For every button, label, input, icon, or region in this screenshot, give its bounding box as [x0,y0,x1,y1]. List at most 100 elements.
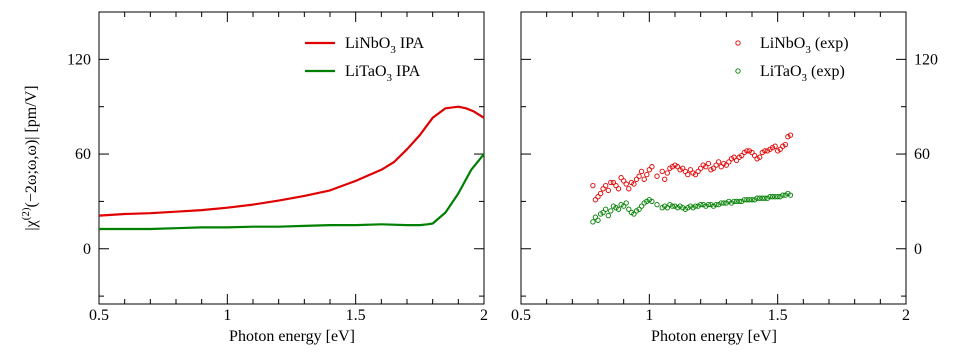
y-axis-label-post: (−2ω;ω,ω)| [pm/V] [23,85,40,207]
data-point [592,197,599,203]
data-point [685,205,691,211]
data-point [721,200,727,206]
y-tick-label: 120 [67,51,91,68]
data-point [705,201,712,208]
y-axis-label: |χ(2)(−2ω;ω,ω)| [pm/V] [20,85,40,230]
data-point [700,162,706,168]
data-point [603,182,609,189]
data-point [646,167,652,173]
data-point [741,197,747,203]
data-point [687,167,694,173]
data-point [767,194,773,200]
series-line-1 [99,153,485,231]
data-point [698,201,704,208]
data-point [726,198,732,205]
x-axis-label-left: Photon energy [eV] [229,328,355,345]
data-point [751,152,758,159]
x-tick-label: 2 [902,307,910,324]
data-point [608,179,614,186]
data-point [638,168,645,175]
data-point [782,141,789,148]
data-point [703,164,709,170]
data-point [654,201,660,208]
data-point [695,203,701,209]
data-point [713,201,719,208]
data-point [708,201,714,208]
data-point [605,212,611,219]
data-point [623,200,629,206]
legend-marker [735,68,741,74]
data-point [780,192,786,198]
data-point [695,168,701,175]
data-point [777,194,783,200]
data-point [595,194,601,200]
data-point [618,201,624,208]
data-point [772,143,778,149]
x-tick-label: 1 [223,307,231,324]
y-axis-label-pre: |χ [23,219,40,230]
data-point [772,194,778,200]
x-axis-label-right: Photon energy [eV] [651,328,777,345]
legend-label: LiTaO3 IPA [345,63,421,84]
series-line-0 [98,105,485,217]
y-tick-label: 60 [75,146,91,163]
right-panel: 0.5 1 1.5 2 0 60 120 LiNbO3 (exp) LiTaO3 (exp) [511,11,938,324]
data-point [731,154,737,160]
legend-marker [735,40,741,46]
x-tick-label: 0.5 [511,307,531,324]
legend-label: LiNbO3 IPA [345,35,425,56]
x-tick-label: 1.5 [768,307,788,324]
data-point [636,206,642,212]
data-point [669,164,676,170]
data-point [618,175,624,181]
data-point [595,217,601,223]
data-point [677,203,683,209]
data-point [769,194,776,200]
data-point [654,173,660,179]
y-tick-label: 0 [83,241,91,258]
data-point [608,208,614,214]
data-point [762,195,768,201]
data-point [615,206,622,212]
data-point [715,201,722,208]
data-point [649,198,655,205]
legend-label: LiNbO3 (exp) [760,35,849,56]
data-point [757,154,763,160]
data-point [662,203,668,209]
data-point [644,171,650,178]
data-point [787,132,794,138]
data-point [718,200,724,206]
data-point [759,195,765,201]
data-point [597,190,604,197]
data-point [715,159,722,165]
data-point [710,165,717,171]
data-point [726,159,732,165]
plot-frame [98,11,485,305]
data-point [636,173,642,179]
data-point [754,195,760,201]
data-point [641,176,647,182]
data-point [682,168,688,175]
data-point [754,156,760,162]
data-point [610,179,617,186]
data-point [713,162,719,168]
data-point [641,200,647,206]
data-point [600,209,606,216]
data-point [746,148,753,154]
y-tick-label: 0 [914,241,922,258]
x-tick-label: 0.5 [89,307,109,324]
data-point [685,171,691,178]
data-point [769,145,776,151]
data-point [739,198,745,205]
left-panel: 0.5 1 1.5 2 0 60 120 LiNbO3 IPA LiTaO3 IPA [67,11,488,324]
data-point [646,197,652,203]
data-point [710,203,717,209]
data-point [631,211,637,217]
data-point [662,176,668,182]
data-point [762,148,768,154]
data-point [741,149,747,156]
data-point [785,190,791,197]
data-point [739,152,745,159]
data-point [674,164,681,170]
data-point [623,181,629,187]
